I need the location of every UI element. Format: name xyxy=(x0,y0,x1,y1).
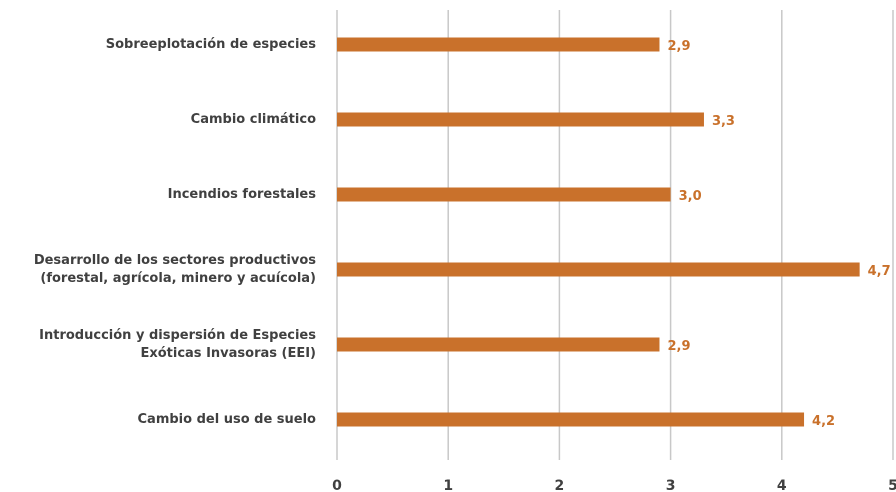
x-tick-label: 3 xyxy=(666,478,676,492)
value-label: 2,9 xyxy=(667,339,690,354)
category-label: Cambio climático xyxy=(191,112,316,127)
category-label: (forestal, agrícola, minero y acuícola) xyxy=(40,271,316,286)
x-tick-label: 5 xyxy=(888,478,896,492)
category-label: Cambio del uso de suelo xyxy=(138,412,317,427)
category-label: Incendios forestales xyxy=(168,187,317,202)
bar xyxy=(337,112,704,127)
value-label: 4,2 xyxy=(812,414,835,429)
x-tick-label: 4 xyxy=(777,478,787,492)
x-tick-label: 0 xyxy=(332,478,342,492)
value-label: 3,3 xyxy=(712,114,735,129)
bar xyxy=(337,37,660,52)
x-tick-label: 2 xyxy=(555,478,565,492)
category-label: Exóticas Invasoras (EEI) xyxy=(140,346,316,361)
value-label: 3,0 xyxy=(679,189,702,204)
value-label: 2,9 xyxy=(667,39,690,54)
x-tick-label: 1 xyxy=(443,478,453,492)
bar xyxy=(337,412,805,427)
bar xyxy=(337,262,860,277)
category-label: Introducción y dispersión de Especies xyxy=(39,328,316,343)
bar xyxy=(337,337,660,352)
bar xyxy=(337,187,671,202)
category-label: Sobreeplotación de especies xyxy=(106,37,317,52)
value-label: 4,7 xyxy=(868,264,891,279)
category-label: Desarrollo de los sectores productivos xyxy=(34,253,316,268)
